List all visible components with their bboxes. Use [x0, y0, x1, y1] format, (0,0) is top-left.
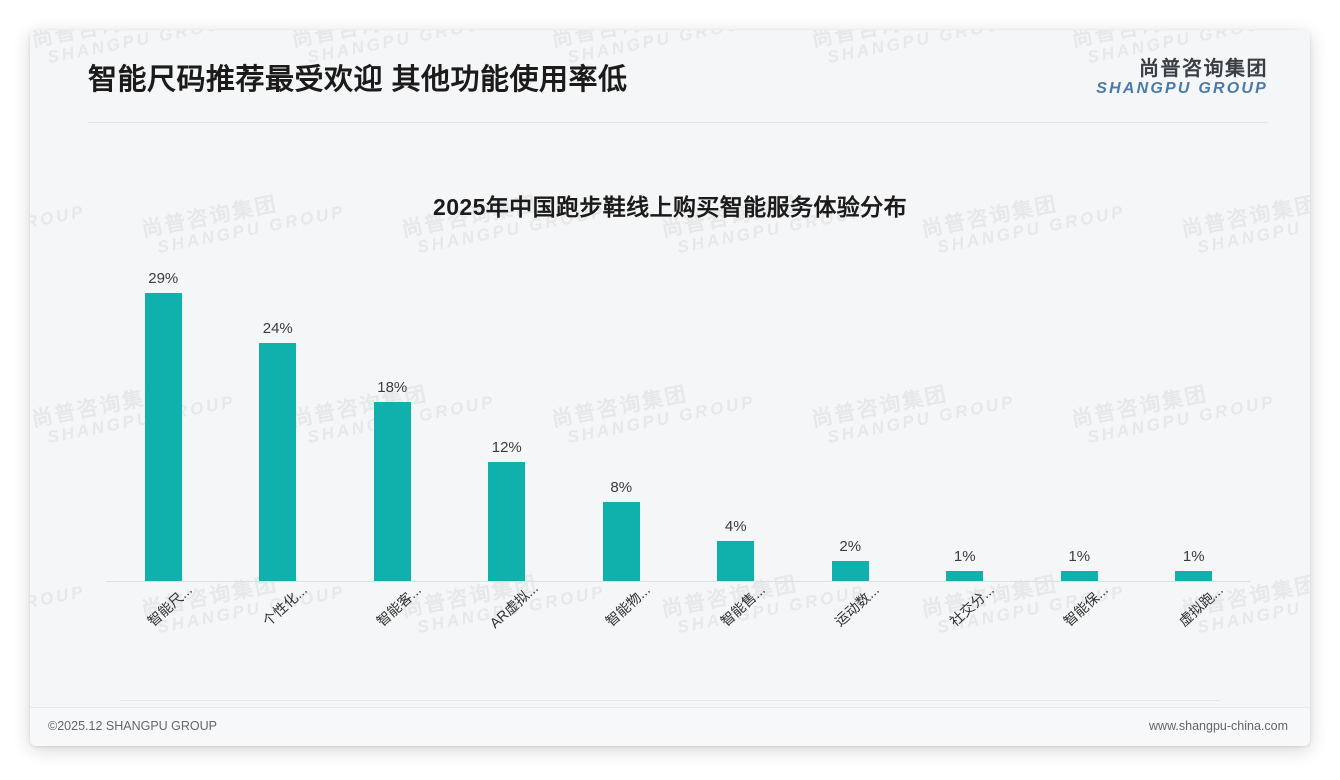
x-tick-slot: 个性化...	[221, 582, 336, 680]
x-tick-label: 智能客...	[373, 581, 425, 630]
brand-name-en: SHANGPU GROUP	[1096, 80, 1268, 98]
x-tick-label: 虚拟跑...	[1175, 581, 1226, 630]
bar[interactable]	[1060, 571, 1098, 581]
footer-copyright: ©2025.12 SHANGPU GROUP	[48, 719, 217, 733]
x-tick-slot: 智能尺...	[106, 582, 221, 680]
bar-series: 29% 24% 18% 12% 8% 4% 2% 1% 1% 1%	[106, 263, 1251, 581]
brand-logo: 尚普咨询集团 SHANGPU GROUP	[1096, 58, 1268, 98]
x-tick-slot: 智能保...	[1022, 582, 1137, 680]
bar-value-label: 1%	[1068, 548, 1091, 566]
bar-chart-plot: 29% 24% 18% 12% 8% 4% 2% 1% 1% 1%	[78, 262, 1268, 582]
bar-value-label: 29%	[148, 269, 179, 287]
x-tick-label: 智能尺...	[144, 581, 196, 630]
x-tick-slot: 智能客...	[335, 582, 450, 680]
bar-value-label: 1%	[953, 548, 976, 566]
bar[interactable]	[602, 501, 640, 581]
bar-slot: 1%	[1022, 263, 1137, 581]
x-tick-label: 智能保...	[1060, 581, 1112, 630]
page-title: 智能尺码推荐最受欢迎 其他功能使用率低	[88, 64, 628, 96]
bar-slot: 8%	[564, 263, 679, 581]
bar[interactable]	[1175, 571, 1213, 581]
header-divider	[88, 122, 1268, 123]
x-tick-label: AR虚拟...	[486, 579, 541, 632]
bar-slot: 1%	[1137, 263, 1252, 581]
bar[interactable]	[717, 541, 755, 581]
bar-slot: 29%	[106, 263, 221, 581]
bar-slot: 18%	[335, 263, 450, 581]
chart-title: 2025年中国跑步鞋线上购买智能服务体验分布	[433, 194, 907, 220]
note-divider	[120, 700, 1220, 701]
x-tick-label: 智能物...	[602, 581, 654, 630]
bar[interactable]	[259, 342, 297, 581]
x-tick-label: 运动数...	[831, 581, 883, 630]
x-tick-slot: 运动数...	[793, 582, 908, 680]
brand-name-cn: 尚普咨询集团	[1139, 58, 1268, 80]
slide-footer: ©2025.12 SHANGPU GROUP www.shangpu-china…	[30, 707, 1310, 746]
bar-value-label: 12%	[491, 438, 522, 456]
x-tick-slot: 社交分...	[908, 582, 1023, 680]
chart-block: 2025年中国跑步鞋线上购买智能服务体验分布 29% 24% 18% 12% 8% 4% 2…	[30, 150, 1310, 690]
x-tick-label: 智能售...	[717, 581, 768, 630]
bar[interactable]	[144, 292, 182, 581]
x-tick-slot: 虚拟跑...	[1137, 582, 1252, 680]
x-tick-slot: 智能售...	[679, 582, 794, 680]
bar-value-label: 18%	[377, 379, 408, 397]
bar-slot: 24%	[221, 263, 336, 581]
bar-value-label: 4%	[724, 518, 747, 536]
bar[interactable]	[488, 461, 526, 581]
footer-website[interactable]: www.shangpu-china.com	[1149, 719, 1288, 733]
bar-slot: 12%	[450, 263, 565, 581]
axis-baseline	[106, 581, 1251, 582]
bar[interactable]	[831, 561, 869, 581]
bar-value-label: 1%	[1182, 548, 1205, 566]
x-tick-label: 社交分...	[946, 581, 997, 630]
bar-value-label: 8%	[610, 478, 633, 496]
x-tick-label: 个性化...	[259, 581, 310, 630]
slide-header: 智能尺码推荐最受欢迎 其他功能使用率低 尚普咨询集团 SHANGPU GROUP	[30, 30, 1310, 120]
x-tick-slot: AR虚拟...	[450, 580, 565, 680]
bar-value-label: 24%	[262, 319, 293, 337]
x-axis-labels: 智能尺... 个性化... 智能客... AR虚拟... 智能物... 智能售... 运动数…	[106, 580, 1252, 680]
bar[interactable]	[373, 402, 411, 581]
bar-slot: 2%	[793, 263, 908, 581]
x-tick-slot: 智能物...	[564, 582, 679, 680]
bar[interactable]	[946, 571, 984, 581]
bar-slot: 4%	[679, 263, 794, 581]
bar-slot: 1%	[908, 263, 1023, 581]
bar-value-label: 2%	[839, 538, 862, 556]
